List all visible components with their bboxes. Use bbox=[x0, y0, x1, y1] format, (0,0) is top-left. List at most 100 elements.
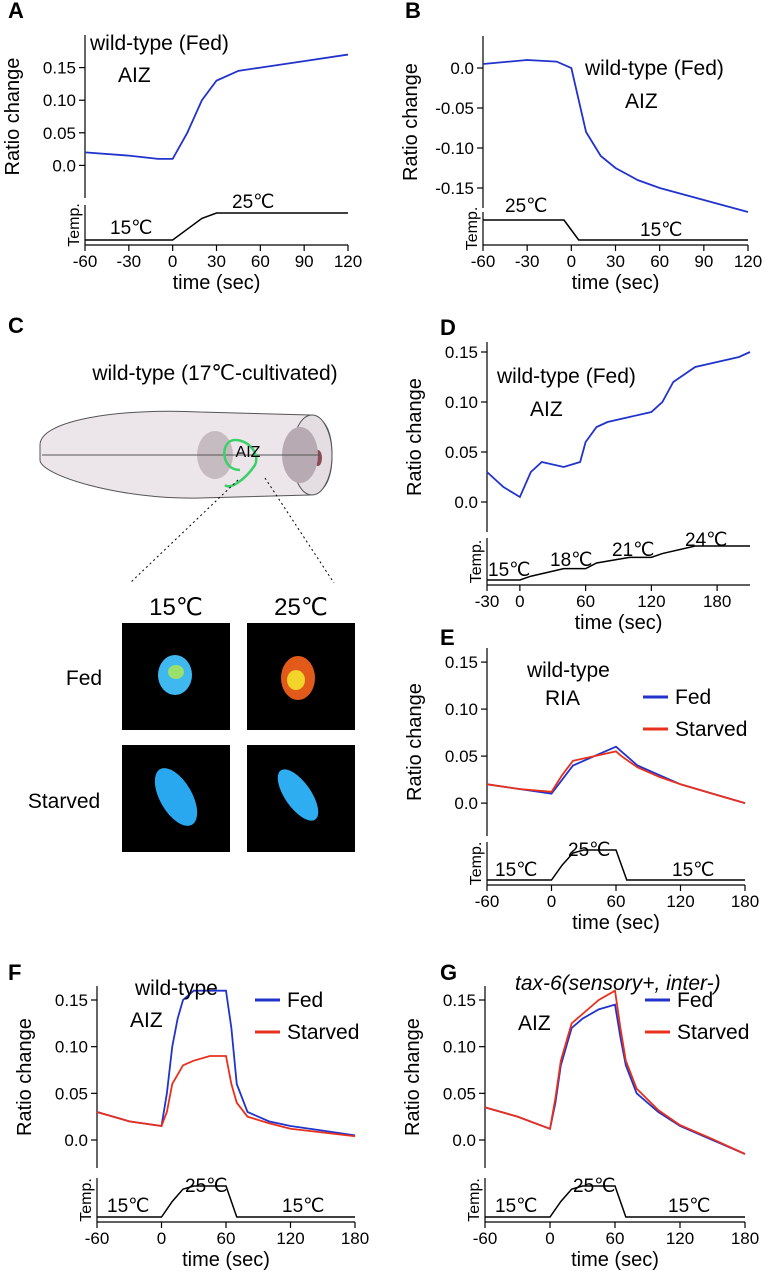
y-tick-label: 0.10 bbox=[43, 91, 76, 110]
x-tick-label: 120 bbox=[734, 252, 762, 271]
annotation: AIZ bbox=[118, 64, 151, 87]
x-tick-label: -60 bbox=[473, 1229, 498, 1248]
y-tick-label: 0.0 bbox=[52, 156, 76, 175]
temp-annotation: 25℃ bbox=[185, 1176, 227, 1197]
x-axis-label: time (sec) bbox=[173, 272, 261, 294]
temp-annotation: 25℃ bbox=[505, 196, 547, 217]
annotation: wild-type bbox=[526, 659, 610, 682]
x-tick-label: -60 bbox=[475, 892, 500, 911]
cell-blob bbox=[154, 768, 198, 826]
panel-c: C wild-type (17℃-cultivated) AIZ 15℃ 25℃… bbox=[8, 313, 355, 852]
x-tick-label: -30 bbox=[475, 592, 500, 611]
temp-annotation: 15℃ bbox=[495, 1196, 537, 1217]
x-axis-label: time (sec) bbox=[571, 1249, 659, 1271]
row-label: Starved bbox=[28, 790, 100, 813]
cell-blob bbox=[277, 769, 319, 821]
y-tick-label: 0.0 bbox=[64, 1131, 88, 1150]
x-tick-label: 60 bbox=[606, 1229, 625, 1248]
x-tick-label: 60 bbox=[650, 252, 669, 271]
x-tick-label: 180 bbox=[703, 592, 731, 611]
x-axis-label: time (sec) bbox=[182, 1249, 270, 1271]
y-tick-label: 0.05 bbox=[445, 747, 478, 766]
y-tick-label: 0.15 bbox=[445, 343, 478, 362]
x-tick-label: 0 bbox=[168, 252, 177, 271]
column-label: 25℃ bbox=[274, 594, 328, 621]
y-tick-label: 0.10 bbox=[445, 700, 478, 719]
trace bbox=[482, 59, 749, 213]
y-axis-label: Ratio change bbox=[14, 1018, 36, 1136]
panel-label: G bbox=[440, 960, 457, 985]
y-axis-label: Ratio change bbox=[2, 58, 24, 176]
x-tick-label: 90 bbox=[694, 252, 713, 271]
y-tick-label: 0.15 bbox=[43, 59, 76, 78]
x-tick-label: -60 bbox=[73, 252, 98, 271]
trace bbox=[484, 989, 746, 1155]
y-tick-label: 0.15 bbox=[445, 653, 478, 672]
trace bbox=[96, 989, 356, 1137]
y-tick-label: 0.05 bbox=[43, 124, 76, 143]
neuron bbox=[223, 438, 258, 488]
temp-label: Temp. bbox=[66, 203, 83, 247]
y-tick-label: 0.10 bbox=[55, 1038, 88, 1057]
x-tick-label: 180 bbox=[341, 1229, 369, 1248]
temp-annotation: 25℃ bbox=[568, 840, 610, 861]
temp-trace bbox=[485, 1185, 745, 1218]
y-tick-label: 0.0 bbox=[450, 59, 474, 78]
annotation: wild-type (Fed) bbox=[584, 57, 724, 80]
legend-label: Fed bbox=[675, 686, 711, 709]
temp-annotation: 21℃ bbox=[612, 540, 654, 561]
temp-annotation: 15℃ bbox=[488, 560, 530, 581]
x-tick-label: -60 bbox=[471, 252, 496, 271]
temp-label: Temp. bbox=[466, 1178, 483, 1222]
annotation: wild-type (Fed) bbox=[496, 365, 636, 388]
temp-annotation: 15℃ bbox=[107, 1196, 149, 1217]
temp-label: Temp. bbox=[78, 1178, 95, 1222]
legend-label: Starved bbox=[287, 1021, 359, 1044]
temp-trace bbox=[487, 545, 750, 581]
x-tick-label: 120 bbox=[666, 1229, 694, 1248]
diagram-title: wild-type (17℃-cultivated) bbox=[91, 362, 337, 385]
legend-label: Starved bbox=[675, 718, 747, 741]
annotation: AIZ bbox=[518, 1012, 551, 1035]
panel-label: C bbox=[8, 313, 24, 338]
legend-label: Starved bbox=[677, 1021, 749, 1044]
panel-label: F bbox=[8, 960, 21, 985]
trace bbox=[96, 1055, 356, 1138]
x-tick-label: 60 bbox=[607, 892, 626, 911]
temp-annotation: 15℃ bbox=[668, 1196, 710, 1217]
y-tick-label: -0.10 bbox=[435, 139, 474, 158]
annotation: AIZ bbox=[530, 398, 563, 421]
y-axis-label: Ratio change bbox=[404, 683, 426, 801]
legend-label: Fed bbox=[677, 989, 713, 1012]
x-tick-label: 0 bbox=[157, 1229, 166, 1248]
y-axis-label: Ratio change bbox=[400, 63, 422, 181]
x-tick-label: 90 bbox=[295, 252, 314, 271]
temp-trace bbox=[487, 849, 745, 881]
panel-label: E bbox=[440, 625, 455, 650]
temp-annotation: 15℃ bbox=[640, 220, 682, 241]
legend-label: Fed bbox=[287, 989, 323, 1012]
x-tick-label: 0 bbox=[547, 892, 556, 911]
temp-annotation: 24℃ bbox=[685, 530, 727, 551]
x-tick-label: 120 bbox=[666, 892, 694, 911]
y-axis-label: Ratio change bbox=[402, 1018, 424, 1136]
annotation: wild-type (Fed) bbox=[89, 32, 229, 55]
x-tick-label: 60 bbox=[576, 592, 595, 611]
x-tick-label: 0 bbox=[567, 252, 576, 271]
y-tick-label: -0.05 bbox=[435, 99, 474, 118]
y-tick-label: 0.0 bbox=[454, 493, 478, 512]
zoom-line bbox=[264, 477, 335, 584]
annotation: RIA bbox=[545, 687, 580, 710]
x-tick-label: 180 bbox=[731, 1229, 759, 1248]
y-tick-label: 0.15 bbox=[55, 991, 88, 1010]
x-tick-label: -60 bbox=[85, 1229, 110, 1248]
x-axis-label: time (sec) bbox=[572, 912, 660, 934]
y-tick-label: 0.10 bbox=[445, 393, 478, 412]
x-tick-label: 0 bbox=[515, 592, 524, 611]
y-tick-label: 0.05 bbox=[443, 1084, 476, 1103]
trace bbox=[84, 53, 349, 160]
trace bbox=[486, 351, 751, 499]
y-tick-label: -0.15 bbox=[435, 179, 474, 198]
annotation: AIZ bbox=[130, 1009, 163, 1032]
